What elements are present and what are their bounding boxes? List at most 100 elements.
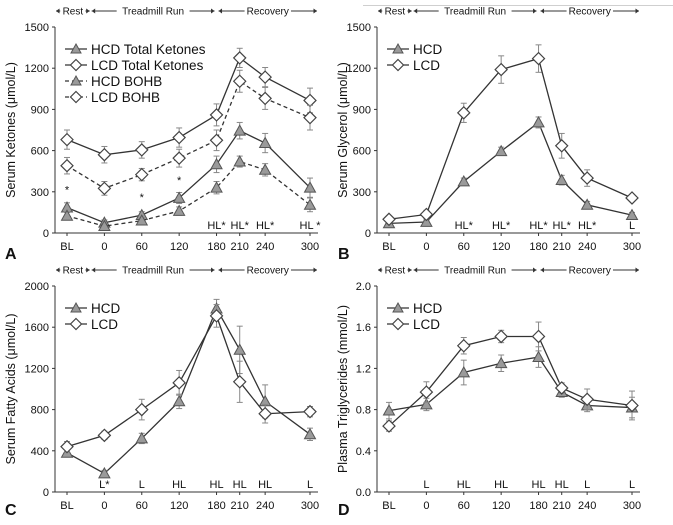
series-line	[66, 307, 311, 475]
panel-label: B	[338, 246, 350, 263]
data-point	[232, 374, 247, 389]
legend-label: HCD	[91, 301, 120, 316]
series-line	[66, 129, 311, 224]
legend-marker	[392, 42, 404, 54]
data-point	[233, 124, 247, 136]
series-lcd	[60, 304, 317, 454]
series-hcd-bohb	[60, 155, 317, 232]
panel-label: A	[5, 246, 17, 263]
data-point	[419, 207, 434, 222]
data-point	[625, 208, 639, 221]
phase-arrow	[86, 267, 90, 273]
phase-arrow	[86, 8, 90, 14]
legend-label: HCD	[413, 301, 442, 316]
data-point	[172, 394, 186, 407]
data-point	[625, 191, 639, 205]
data-point	[60, 439, 74, 454]
x-tick-label: 210	[553, 500, 571, 512]
data-point	[60, 132, 74, 147]
phase-label: Treadmill Run	[122, 7, 184, 18]
x-tick-label: 300	[623, 500, 641, 512]
significance-label: HL	[532, 479, 546, 491]
phase-label: Recovery	[247, 7, 289, 18]
data-point	[209, 108, 224, 122]
x-tick-label: BL	[60, 241, 73, 253]
significance-label: HL	[233, 479, 247, 491]
x-tick-label: 0	[423, 241, 429, 253]
series-line	[66, 314, 311, 448]
x-tick-label: 60	[136, 500, 148, 512]
data-point	[494, 62, 509, 77]
data-point	[420, 215, 433, 227]
significance-label: HL*	[578, 220, 597, 232]
y-tick-label: 0.8	[356, 405, 371, 417]
phase-arrow	[635, 8, 639, 14]
y-tick-label: 0	[43, 228, 49, 240]
data-point	[382, 419, 396, 433]
x-tick-label: 180	[529, 500, 547, 512]
x-tick-label: 210	[231, 241, 249, 253]
y-tick-label: 0	[365, 228, 371, 240]
legend-marker	[69, 317, 83, 331]
legend-label: HCD BOHB	[91, 74, 162, 89]
series-line	[388, 121, 633, 225]
legend-marker	[391, 58, 405, 72]
y-tick-label: 1.2	[356, 363, 371, 375]
phase-arrow	[533, 267, 537, 273]
significance-label: L	[584, 479, 590, 491]
x-tick-label: 120	[492, 241, 510, 253]
data-point	[209, 133, 224, 148]
y-tick-label: 900	[353, 104, 371, 116]
x-tick-label: 60	[136, 241, 148, 253]
y-tick-label: 2000	[25, 281, 49, 293]
data-point	[172, 130, 187, 145]
chart-panel-c: 0 400 800 1200 1600 2000 BL 0 60 120 180 210 240 300 S…	[4, 266, 319, 520]
y-tick-label: 0.4	[356, 446, 371, 458]
significance-label: HL	[172, 479, 186, 491]
x-tick-label: 60	[458, 500, 470, 512]
y-tick-label: 600	[353, 146, 371, 158]
data-point	[456, 105, 471, 120]
y-tick-label: 1200	[347, 63, 371, 75]
significance-label: L	[307, 479, 313, 491]
y-tick-label: 1200	[25, 63, 49, 75]
phase-arrow	[378, 267, 382, 273]
data-point	[258, 406, 272, 421]
phase-label: Treadmill Run	[444, 7, 506, 18]
y-tick-label: 2.0	[356, 281, 371, 293]
phase-arrow	[56, 267, 60, 273]
data-point	[303, 110, 317, 125]
data-point	[625, 398, 639, 413]
data-point	[494, 329, 509, 344]
series-line	[66, 160, 311, 227]
data-point	[457, 365, 471, 378]
y-tick-label: 0	[43, 487, 49, 499]
data-point	[258, 91, 272, 106]
phase-label: Rest	[63, 7, 84, 18]
data-point	[172, 375, 187, 390]
significance-label: L	[629, 220, 635, 232]
x-tick-label: 180	[529, 241, 547, 253]
phase-arrow	[533, 8, 537, 14]
phase-arrow	[540, 267, 545, 273]
x-tick-label: 0	[101, 500, 107, 512]
data-point	[303, 93, 317, 108]
data-point	[456, 338, 471, 353]
data-point	[303, 427, 317, 440]
x-tick-label: 210	[231, 500, 249, 512]
significance-label: HL	[210, 479, 224, 491]
data-point	[210, 181, 223, 193]
significance-label: HL*	[492, 220, 511, 232]
significance-label: L	[139, 479, 145, 491]
data-point	[97, 428, 112, 443]
phase-arrow	[211, 8, 215, 14]
series-line	[66, 56, 311, 156]
series-lcd-bohb	[60, 69, 317, 196]
x-tick-label: BL	[382, 241, 395, 253]
significance-label: HL	[494, 479, 508, 491]
